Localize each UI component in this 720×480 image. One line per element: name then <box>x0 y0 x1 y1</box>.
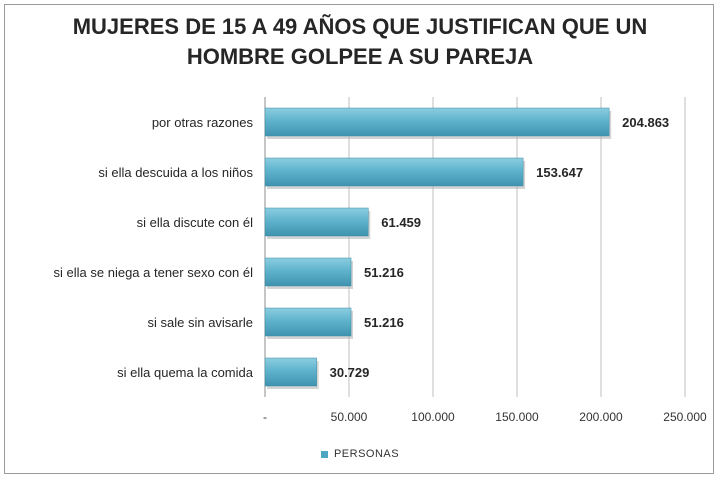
category-label: si ella se niega a tener sexo con él <box>54 265 254 280</box>
chart-title: MUJERES DE 15 A 49 AÑOS QUE JUSTIFICAN Q… <box>0 12 720 72</box>
category-label: si ella discute con él <box>137 215 253 230</box>
legend-swatch <box>320 450 328 458</box>
bar <box>264 207 369 237</box>
category-labels: por otras razones si ella descuida a los … <box>54 115 254 380</box>
chart-title-line-1: MUJERES DE 15 A 49 AÑOS QUE JUSTIFICAN Q… <box>72 14 648 39</box>
gridlines <box>264 97 686 397</box>
data-label: 30.729 <box>330 365 370 380</box>
data-label: 51.216 <box>364 315 404 330</box>
x-tick-label: - <box>263 410 267 424</box>
x-tick-label: 50.000 <box>331 410 368 424</box>
x-tick-label: 250.000 <box>663 410 707 424</box>
chart-title-line-2: HOMBRE GOLPEE A SU PAREJA <box>186 44 534 69</box>
data-label: 153.647 <box>536 165 583 180</box>
bar <box>264 157 524 187</box>
bars <box>264 107 612 389</box>
data-labels: 204.863 153.647 61.459 51.216 51.216 30.729 <box>330 115 670 380</box>
legend: PERSONAS <box>0 448 720 460</box>
category-label: por otras razones <box>152 115 254 130</box>
data-label: 204.863 <box>622 115 669 130</box>
x-tick-label: 150.000 <box>495 410 539 424</box>
bar <box>264 107 610 137</box>
category-label: si ella descuida a los niños <box>98 165 253 180</box>
data-label: 51.216 <box>364 265 404 280</box>
x-axis-tick-labels: - 50.000 100.000 150.000 200.000 250.000 <box>263 410 707 424</box>
category-label: si ella quema la comida <box>117 365 254 380</box>
x-tick-label: 200.000 <box>579 410 623 424</box>
bar <box>264 307 352 337</box>
category-label: si sale sin avisarle <box>148 315 254 330</box>
x-tick-label: 100.000 <box>411 410 455 424</box>
legend-label: PERSONAS <box>333 448 400 461</box>
bar <box>264 257 352 287</box>
bar <box>264 357 317 387</box>
data-label: 61.459 <box>381 215 421 230</box>
